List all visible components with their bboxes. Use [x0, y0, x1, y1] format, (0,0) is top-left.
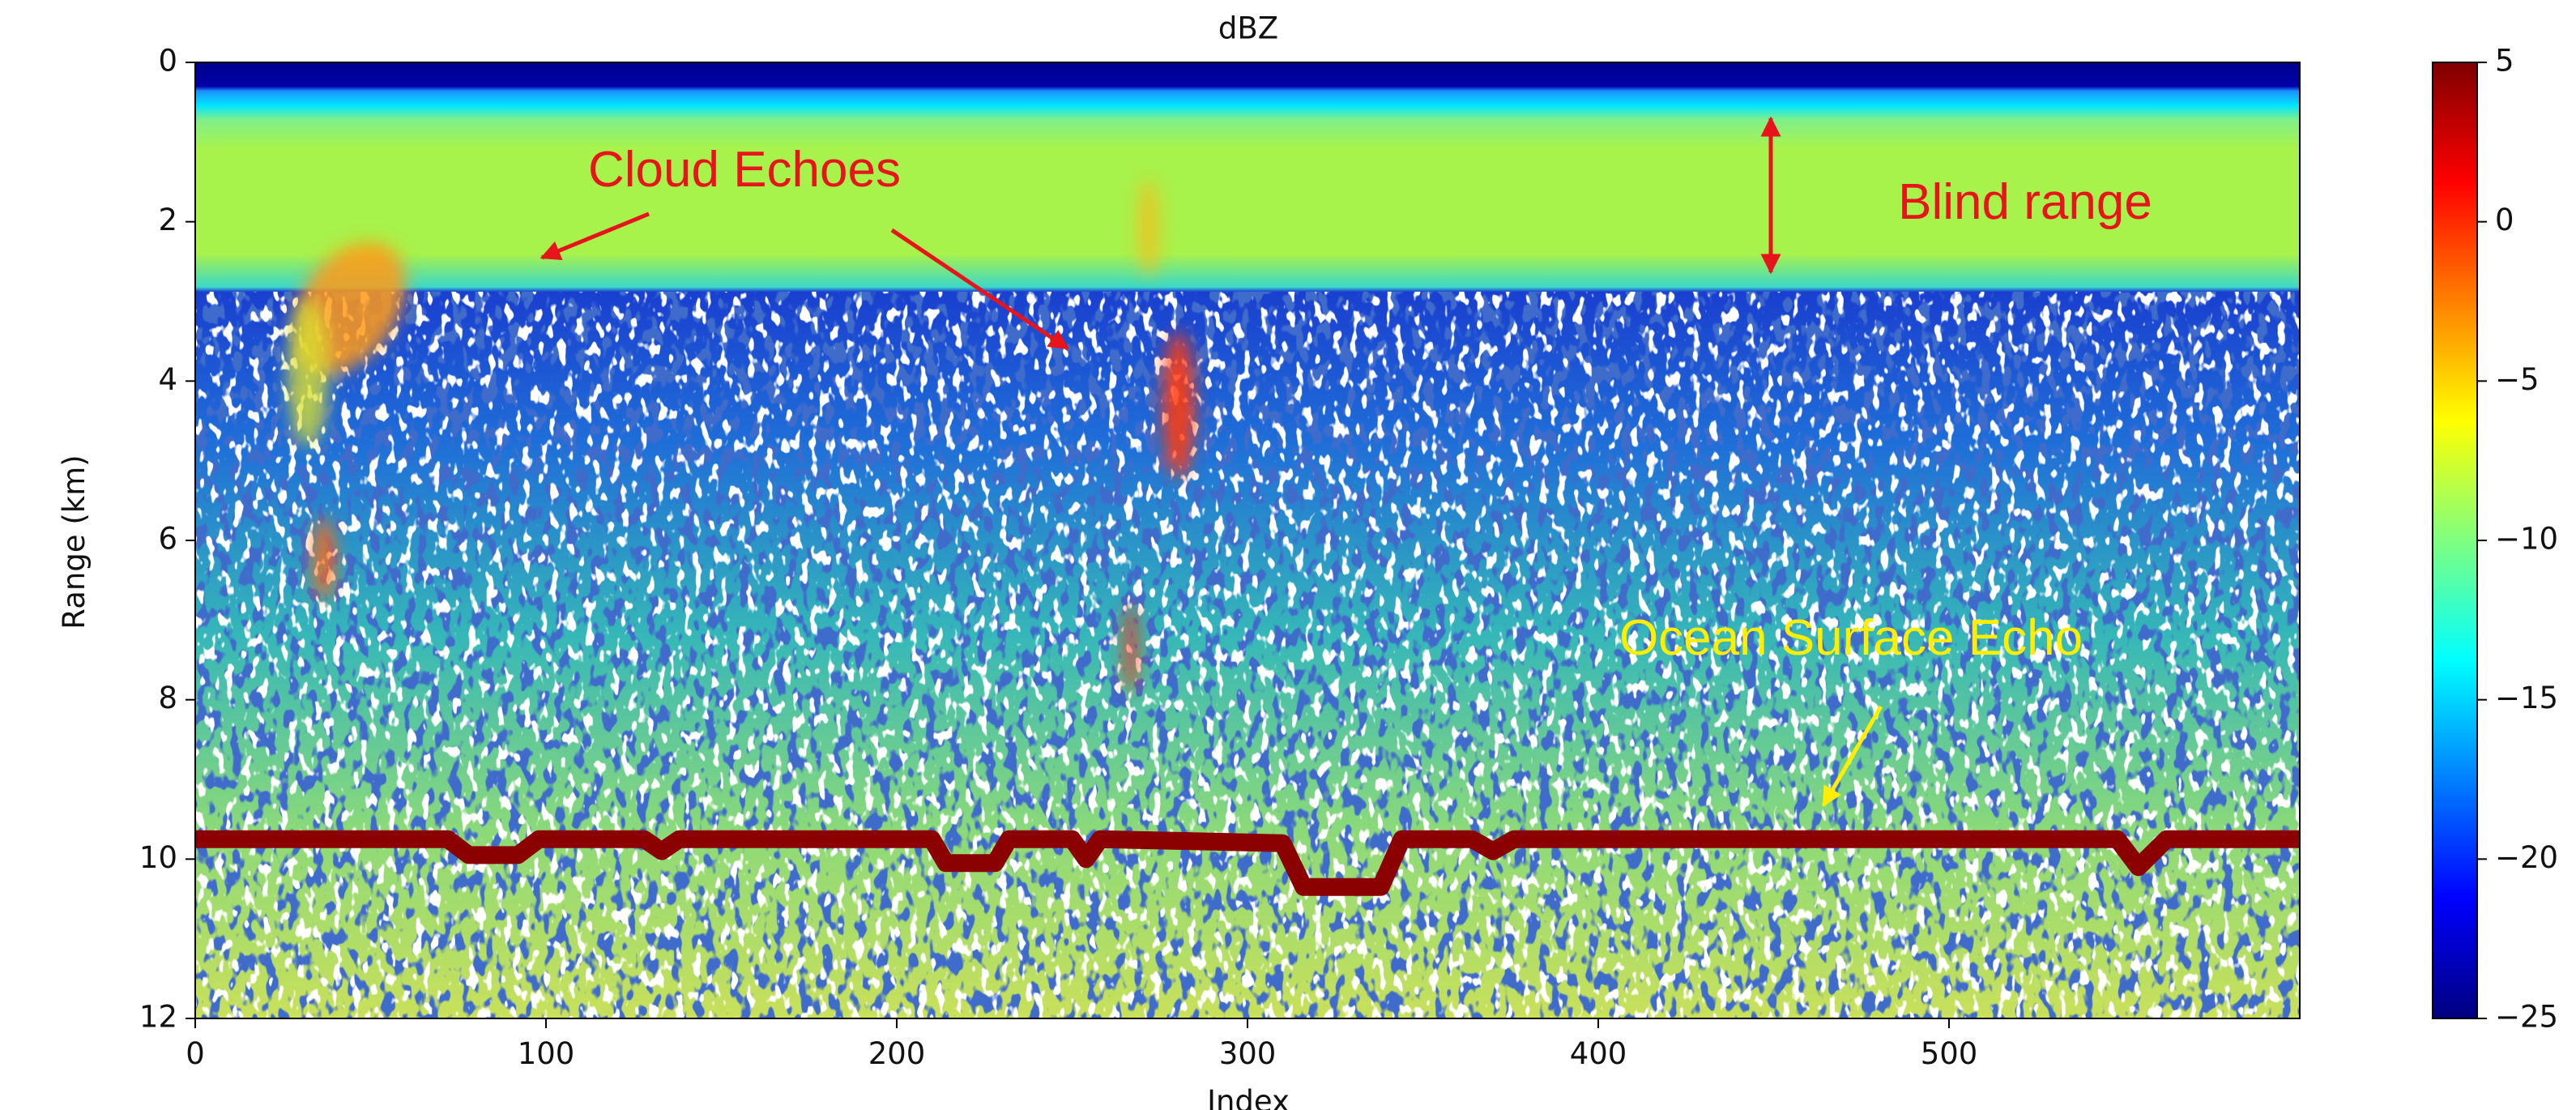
annotation-arrow: [1821, 705, 1883, 808]
colorbar: [2432, 62, 2478, 1019]
x-tick-label: 0: [186, 1036, 205, 1071]
colorbar-tick-label: 0: [2495, 203, 2514, 237]
annotation-arrow: [890, 228, 1070, 351]
colorbar-tick-label: −25: [2495, 1000, 2558, 1035]
annotation: Cloud Echoes: [588, 142, 901, 198]
y-tick-label: 0: [158, 44, 177, 79]
surface-echo: [195, 830, 2300, 896]
x-tick-label: 100: [518, 1036, 575, 1071]
y-tick-label: 12: [139, 1000, 177, 1035]
y-tick-label: 2: [158, 203, 177, 237]
x-axis-label: Index: [1207, 1084, 1290, 1110]
x-tick-label: 200: [868, 1036, 926, 1071]
annotation-arrow: [540, 211, 650, 261]
colorbar-tick-label: −10: [2495, 522, 2558, 557]
y-tick-label: 10: [139, 840, 177, 875]
heatmap: [195, 62, 2300, 1018]
noise: [195, 292, 2300, 1018]
x-tick-label: 500: [1921, 1036, 1978, 1071]
x-tick-label: 400: [1570, 1036, 1627, 1071]
colorbar-tick-label: −5: [2495, 362, 2540, 397]
annotation: Ocean Surface Echo: [1619, 610, 2083, 666]
annotation: Blind range: [1898, 174, 2152, 230]
y-tick-label: 8: [158, 681, 177, 715]
y-axis-label: Range (km): [57, 455, 92, 629]
y-tick-label: 4: [158, 362, 177, 397]
y-tick-label: 6: [158, 522, 177, 557]
colorbar-tick-label: 5: [2495, 44, 2514, 79]
colorbar-tick-label: −15: [2495, 681, 2558, 715]
chart-title: dBZ: [1218, 11, 1278, 46]
x-tick-label: 300: [1219, 1036, 1277, 1071]
colorbar-tick-label: −20: [2495, 840, 2558, 875]
cloud-echo-blobs: [288, 178, 1195, 693]
